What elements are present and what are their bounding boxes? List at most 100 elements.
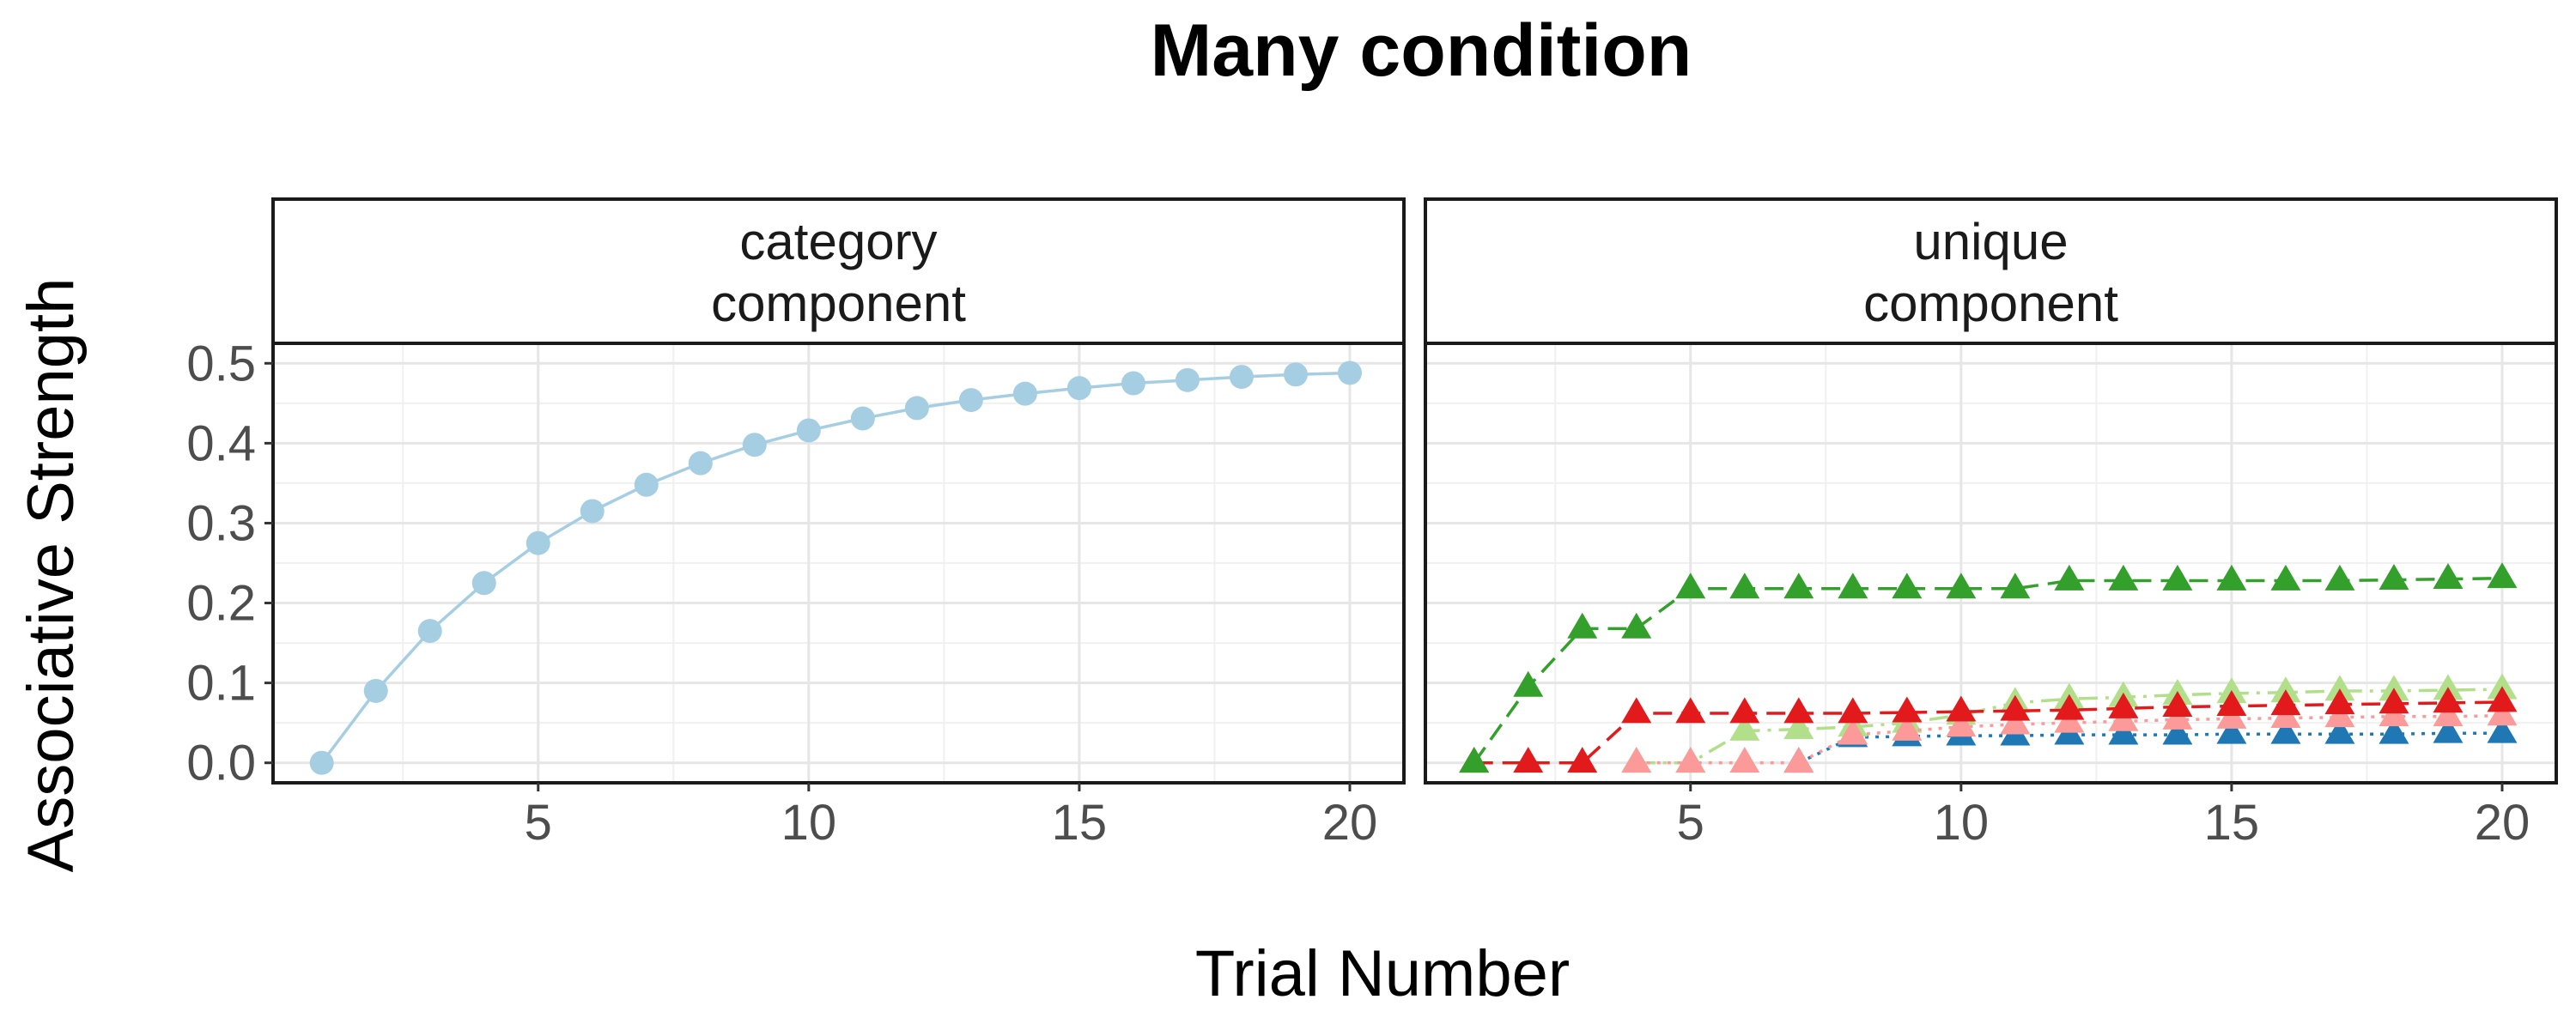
data-point (742, 433, 767, 457)
data-point (2162, 564, 2193, 591)
data-point (580, 499, 605, 524)
data-point (2433, 717, 2464, 743)
data-point (2108, 564, 2139, 591)
data-point (1892, 696, 1923, 723)
data-point (1783, 573, 1814, 599)
data-point (2216, 690, 2247, 717)
data-point (1946, 711, 1977, 737)
data-point (2054, 694, 2085, 720)
y-axis-title: Associative Strength (15, 278, 88, 873)
data-point (2379, 718, 2409, 744)
data-point (1892, 714, 1923, 741)
data-point (2324, 564, 2355, 591)
data-point (2487, 562, 2518, 589)
x-tick-label: 15 (2204, 795, 2260, 851)
data-point (1567, 747, 1598, 773)
data-point (1838, 573, 1868, 599)
data-point (2379, 688, 2409, 714)
data-point (1459, 747, 1490, 773)
data-point (2324, 688, 2355, 715)
data-point (1675, 697, 1706, 724)
panel-border (271, 342, 1406, 785)
data-point (1121, 371, 1145, 396)
data-point (1783, 697, 1814, 724)
data-point (1838, 718, 1868, 745)
data-point (1066, 376, 1091, 401)
series-1 (309, 360, 1362, 775)
data-point (2433, 700, 2464, 727)
data-point (2487, 700, 2518, 726)
data-point (1621, 697, 1652, 724)
data-point (2162, 690, 2193, 717)
data-point (309, 750, 334, 775)
data-point (1337, 360, 1362, 385)
data-point (2108, 692, 2139, 718)
x-tick-label: 20 (1322, 795, 1378, 851)
data-point (471, 571, 496, 596)
data-point (1729, 747, 1760, 773)
facet-strip (1424, 197, 2558, 345)
data-point (363, 678, 388, 703)
chart-title: Many condition (1151, 9, 1692, 92)
data-point (2270, 689, 2301, 716)
data-point (796, 418, 821, 443)
data-point (526, 530, 550, 555)
y-tick-label: 0.3 (186, 495, 256, 551)
data-point (1513, 670, 1544, 697)
data-point (2324, 718, 2355, 744)
data-point (2379, 563, 2409, 590)
data-point (2270, 718, 2301, 744)
x-tick-label: 5 (1677, 795, 1704, 851)
data-point (1838, 697, 1868, 724)
series-line (1636, 714, 2503, 765)
data-point (2054, 564, 2085, 591)
data-point (1675, 747, 1706, 773)
data-point (2487, 717, 2518, 743)
data-point (2216, 564, 2247, 591)
data-point (1567, 612, 1598, 639)
facet-strip (271, 197, 1406, 345)
data-point (1283, 362, 1308, 387)
facet-strip-label: component (711, 275, 966, 332)
data-point (1729, 714, 1760, 741)
x-tick-label: 10 (781, 795, 837, 851)
data-point (1621, 612, 1652, 639)
data-point (2000, 708, 2031, 735)
data-point (1946, 573, 1977, 599)
data-point (958, 388, 983, 413)
data-point (2216, 718, 2247, 744)
data-point (2162, 718, 2193, 745)
series-line (1473, 576, 2503, 764)
data-point (2270, 564, 2301, 591)
data-point (1513, 747, 1544, 773)
y-tick-label: 0.5 (186, 336, 256, 391)
facet-strip-label: category (739, 213, 937, 270)
data-point (904, 396, 929, 421)
data-point (1729, 573, 1760, 599)
data-point (1675, 573, 1706, 599)
data-point (1783, 713, 1814, 740)
data-point (2487, 686, 2518, 712)
data-point (850, 406, 875, 431)
data-point (1892, 573, 1923, 599)
x-tick-label: 5 (525, 795, 552, 851)
gridlines (273, 343, 1404, 783)
facet-strip-label: component (1863, 275, 2118, 332)
data-point (417, 619, 442, 644)
series-5 (1459, 562, 2518, 773)
y-tick-label: 0.2 (186, 576, 256, 632)
x-tick-label: 20 (2475, 795, 2530, 851)
data-point (1012, 381, 1037, 406)
facet-strip-label: unique (1913, 213, 2068, 270)
data-point (1729, 697, 1760, 724)
data-point (634, 472, 659, 497)
data-point (1175, 367, 1200, 392)
data-point (1229, 365, 1254, 390)
data-point (2433, 563, 2464, 590)
data-point (2433, 687, 2464, 713)
gridlines (1425, 343, 2556, 783)
